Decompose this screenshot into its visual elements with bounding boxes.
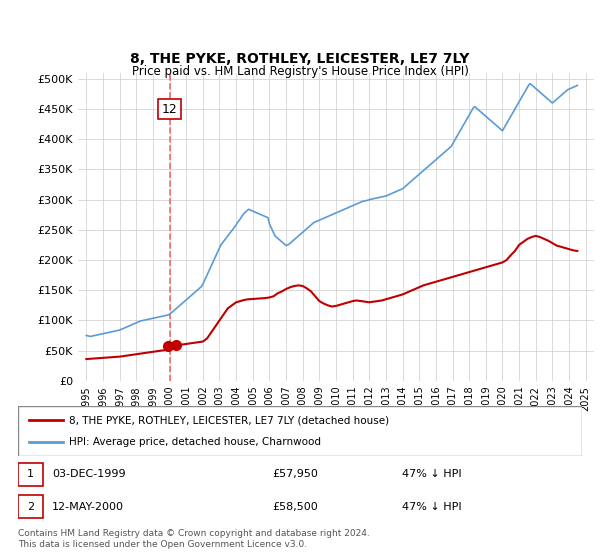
Text: £57,950: £57,950 bbox=[272, 469, 317, 479]
Text: £58,500: £58,500 bbox=[272, 502, 317, 512]
FancyBboxPatch shape bbox=[18, 495, 43, 518]
Text: 12-MAY-2000: 12-MAY-2000 bbox=[52, 502, 124, 512]
Text: 47% ↓ HPI: 47% ↓ HPI bbox=[401, 469, 461, 479]
FancyBboxPatch shape bbox=[18, 406, 582, 456]
Text: 1: 1 bbox=[27, 469, 34, 479]
Text: Contains HM Land Registry data © Crown copyright and database right 2024.
This d: Contains HM Land Registry data © Crown c… bbox=[18, 529, 370, 549]
Text: 8, THE PYKE, ROTHLEY, LEICESTER, LE7 7LY: 8, THE PYKE, ROTHLEY, LEICESTER, LE7 7LY bbox=[130, 52, 470, 66]
Text: 03-DEC-1999: 03-DEC-1999 bbox=[52, 469, 125, 479]
Text: 2: 2 bbox=[27, 502, 34, 512]
Text: 47% ↓ HPI: 47% ↓ HPI bbox=[401, 502, 461, 512]
FancyBboxPatch shape bbox=[18, 463, 43, 486]
Text: 12: 12 bbox=[161, 102, 178, 115]
Text: Price paid vs. HM Land Registry's House Price Index (HPI): Price paid vs. HM Land Registry's House … bbox=[131, 64, 469, 78]
Text: HPI: Average price, detached house, Charnwood: HPI: Average price, detached house, Char… bbox=[69, 437, 321, 447]
Text: 8, THE PYKE, ROTHLEY, LEICESTER, LE7 7LY (detached house): 8, THE PYKE, ROTHLEY, LEICESTER, LE7 7LY… bbox=[69, 415, 389, 425]
